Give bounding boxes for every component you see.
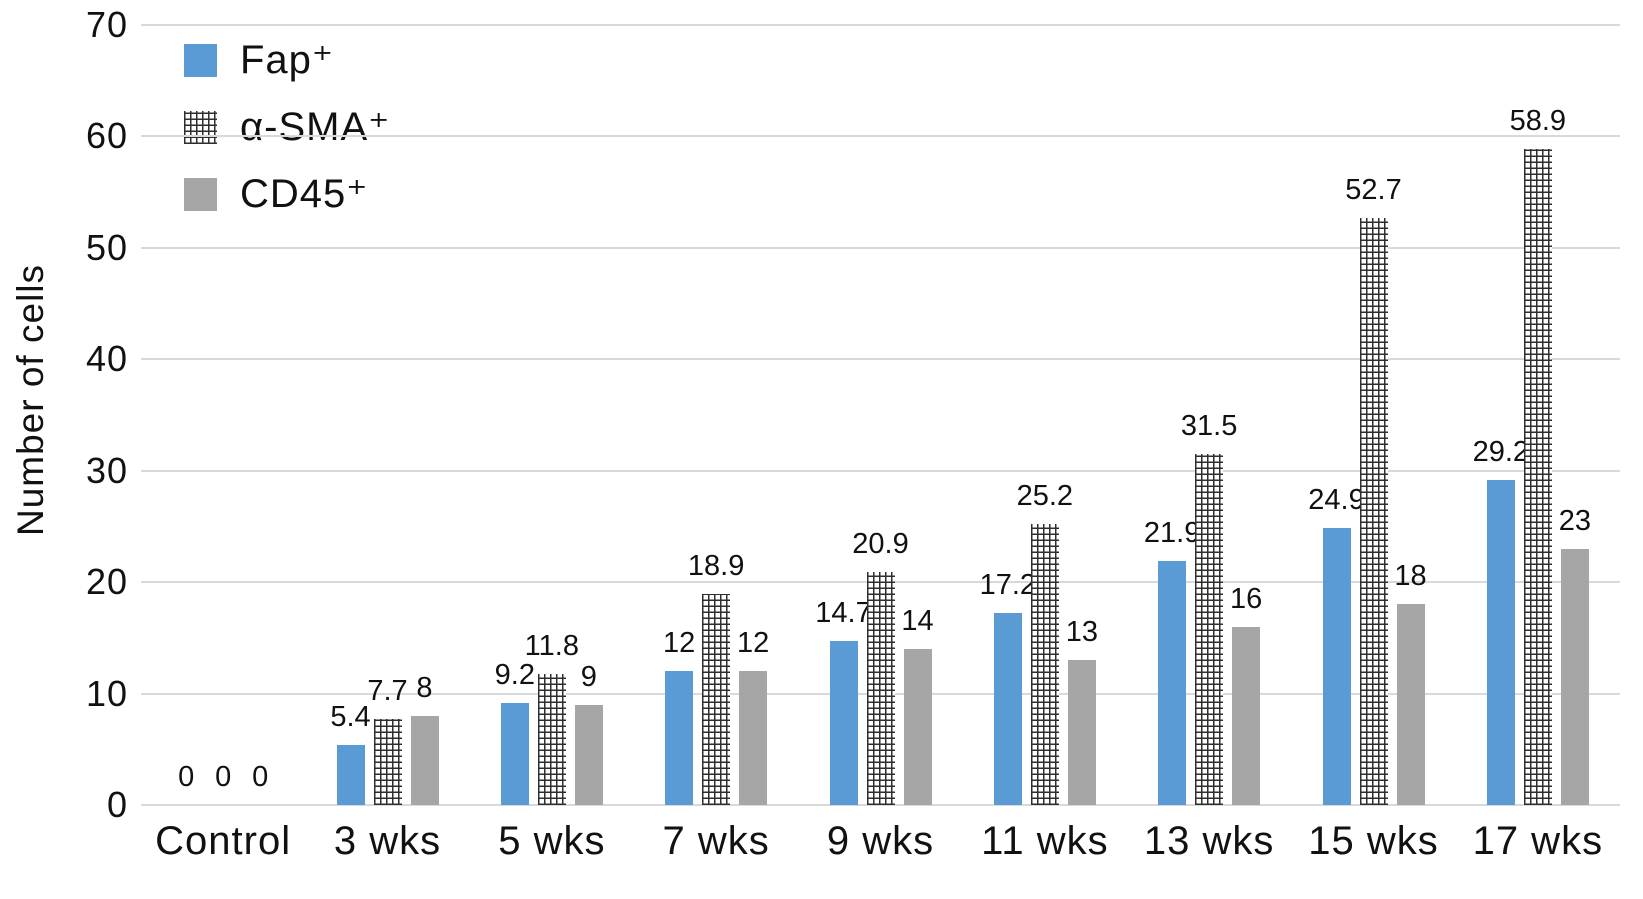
bar-value-label: 0 bbox=[215, 761, 232, 793]
bar-fap-15-wks bbox=[1322, 527, 1351, 805]
bar-value-label: 29.2 bbox=[1472, 435, 1530, 468]
bar-value-label: 17.2 bbox=[979, 569, 1037, 602]
gridline bbox=[141, 24, 1620, 26]
bar-cd45-13-wks bbox=[1232, 626, 1261, 805]
legend-item-asma: α-SMA⁺ bbox=[184, 105, 390, 149]
bar-fap-17-wks bbox=[1486, 479, 1515, 805]
bar-asma-5-wks bbox=[537, 673, 566, 805]
gridline bbox=[141, 246, 1620, 249]
bar-value-label: 5.4 bbox=[330, 700, 371, 733]
y-tick-label: 60 bbox=[85, 115, 128, 157]
bar-value-label: 7.7 bbox=[367, 675, 408, 708]
bar-value-label: 18 bbox=[1394, 560, 1427, 593]
bar-value-label: 12 bbox=[737, 627, 770, 660]
y-tick-label: 70 bbox=[85, 4, 128, 45]
y-tick-label: 30 bbox=[85, 449, 128, 491]
legend: Fap⁺ α-SMA⁺ CD45⁺ bbox=[184, 38, 390, 242]
bar-value-label: 23 bbox=[1558, 504, 1591, 537]
bar-cd45-7-wks bbox=[739, 671, 768, 805]
bar-value-label: 24.9 bbox=[1308, 483, 1365, 516]
x-tick-label: 3 wks bbox=[333, 819, 442, 863]
gridline bbox=[141, 135, 1620, 138]
gridline bbox=[141, 358, 1620, 361]
y-axis-title: Number of cells bbox=[10, 263, 51, 537]
gridline bbox=[141, 804, 1620, 806]
bar-cd45-17-wks bbox=[1560, 548, 1589, 805]
bar-fap-9-wks bbox=[829, 641, 858, 805]
bar-asma-9-wks bbox=[866, 572, 895, 805]
bar-value-label: 20.9 bbox=[852, 528, 909, 561]
bar-value-label: 16 bbox=[1230, 582, 1263, 615]
bar-cd45-9-wks bbox=[903, 649, 932, 805]
bar-value-label: 21.9 bbox=[1143, 516, 1201, 549]
bar-value-label: 9 bbox=[580, 660, 597, 693]
bar-value-label: 52.7 bbox=[1345, 173, 1402, 206]
y-tick-label: 50 bbox=[85, 226, 128, 268]
bar-value-label: 0 bbox=[252, 761, 269, 793]
bar-cd45-3-wks bbox=[410, 715, 439, 805]
y-tick-label: 0 bbox=[106, 784, 128, 825]
bar-value-label: 25.2 bbox=[1016, 480, 1074, 513]
y-tick-label: 40 bbox=[85, 338, 128, 380]
bar-value-label: 18.9 bbox=[687, 550, 745, 583]
x-tick-label: Control bbox=[155, 819, 292, 863]
gridline bbox=[141, 469, 1620, 472]
bar-asma-13-wks bbox=[1195, 454, 1224, 805]
bar-value-label: 12 bbox=[663, 627, 696, 660]
x-tick-label: 15 wks bbox=[1308, 819, 1439, 863]
x-tick-label: 7 wks bbox=[662, 819, 770, 863]
bar-value-label: 9.2 bbox=[494, 658, 535, 691]
bar-value-label: 58.9 bbox=[1509, 104, 1567, 137]
y-tick-label: 20 bbox=[85, 561, 128, 603]
bar-value-label: 14 bbox=[901, 605, 934, 637]
bar-cd45-11-wks bbox=[1067, 660, 1096, 805]
bar-cd45-5-wks bbox=[574, 704, 603, 805]
bar-value-label: 11.8 bbox=[524, 629, 579, 662]
bar-value-label: 13 bbox=[1065, 616, 1098, 649]
x-tick-label: 11 wks bbox=[981, 819, 1109, 863]
x-tick-label: 17 wks bbox=[1472, 819, 1604, 863]
bar-cd45-15-wks bbox=[1396, 604, 1425, 805]
legend-label-cd45: CD45⁺ bbox=[240, 172, 369, 216]
legend-swatch-cd45 bbox=[184, 177, 217, 211]
legend-label-fap: Fap⁺ bbox=[240, 38, 335, 82]
legend-swatch-asma bbox=[184, 110, 217, 144]
bar-fap-5-wks bbox=[500, 702, 529, 805]
bar-asma-3-wks bbox=[373, 719, 402, 805]
bar-asma-11-wks bbox=[1030, 524, 1059, 805]
legend-item-cd45: CD45⁺ bbox=[184, 172, 390, 216]
y-tick-label: 10 bbox=[85, 672, 128, 714]
bar-fap-7-wks bbox=[665, 671, 694, 805]
bar-value-label: 0 bbox=[178, 761, 195, 793]
bar-fap-3-wks bbox=[336, 744, 365, 805]
bar-asma-17-wks bbox=[1523, 148, 1552, 805]
bar-fap-13-wks bbox=[1158, 560, 1187, 805]
bar-value-label: 14.7 bbox=[815, 597, 872, 630]
bar-asma-7-wks bbox=[702, 594, 731, 805]
legend-swatch-fap bbox=[184, 43, 217, 77]
legend-item-fap: Fap⁺ bbox=[184, 38, 390, 82]
x-tick-label: 5 wks bbox=[498, 819, 606, 863]
bar-asma-15-wks bbox=[1359, 217, 1388, 805]
bar-fap-11-wks bbox=[993, 613, 1022, 805]
bar-value-label: 8 bbox=[416, 671, 433, 704]
x-tick-label: 9 wks bbox=[826, 819, 935, 863]
legend-label-asma: α-SMA⁺ bbox=[240, 105, 391, 149]
x-tick-label: 13 wks bbox=[1143, 819, 1275, 863]
bar-value-label: 31.5 bbox=[1180, 410, 1238, 442]
